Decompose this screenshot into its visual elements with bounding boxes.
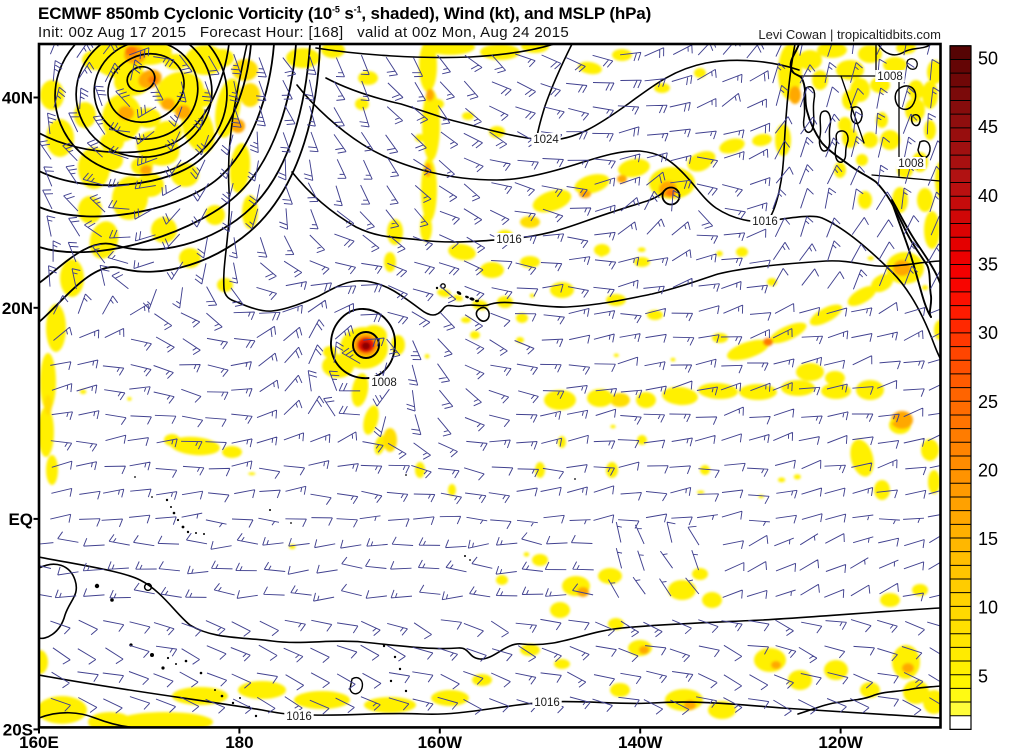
svg-text:120W: 120W bbox=[818, 733, 863, 752]
svg-text:EQ: EQ bbox=[8, 510, 33, 529]
svg-text:1016: 1016 bbox=[286, 711, 312, 723]
svg-text:25: 25 bbox=[978, 392, 998, 412]
svg-text:20: 20 bbox=[978, 460, 998, 480]
svg-text:40N: 40N bbox=[2, 89, 33, 108]
svg-text:1008: 1008 bbox=[371, 377, 397, 389]
svg-text:20N: 20N bbox=[2, 299, 33, 318]
svg-text:50: 50 bbox=[978, 49, 998, 69]
svg-text:180: 180 bbox=[225, 733, 253, 752]
svg-text:160W: 160W bbox=[418, 733, 463, 752]
svg-text:1016: 1016 bbox=[752, 216, 778, 228]
svg-text:35: 35 bbox=[978, 254, 998, 274]
svg-text:10: 10 bbox=[978, 598, 998, 618]
svg-text:45: 45 bbox=[978, 117, 998, 137]
svg-text:1016: 1016 bbox=[496, 234, 522, 246]
svg-text:20S: 20S bbox=[3, 720, 33, 739]
svg-text:40: 40 bbox=[978, 186, 998, 206]
svg-text:1008: 1008 bbox=[898, 158, 924, 170]
svg-text:15: 15 bbox=[978, 529, 998, 549]
svg-text:1024: 1024 bbox=[533, 134, 559, 146]
svg-text:30: 30 bbox=[978, 323, 998, 343]
svg-text:1008: 1008 bbox=[877, 71, 903, 83]
svg-text:140W: 140W bbox=[618, 733, 663, 752]
svg-text:1016: 1016 bbox=[534, 697, 560, 709]
svg-text:160E: 160E bbox=[19, 733, 59, 752]
svg-text:5: 5 bbox=[978, 666, 988, 686]
